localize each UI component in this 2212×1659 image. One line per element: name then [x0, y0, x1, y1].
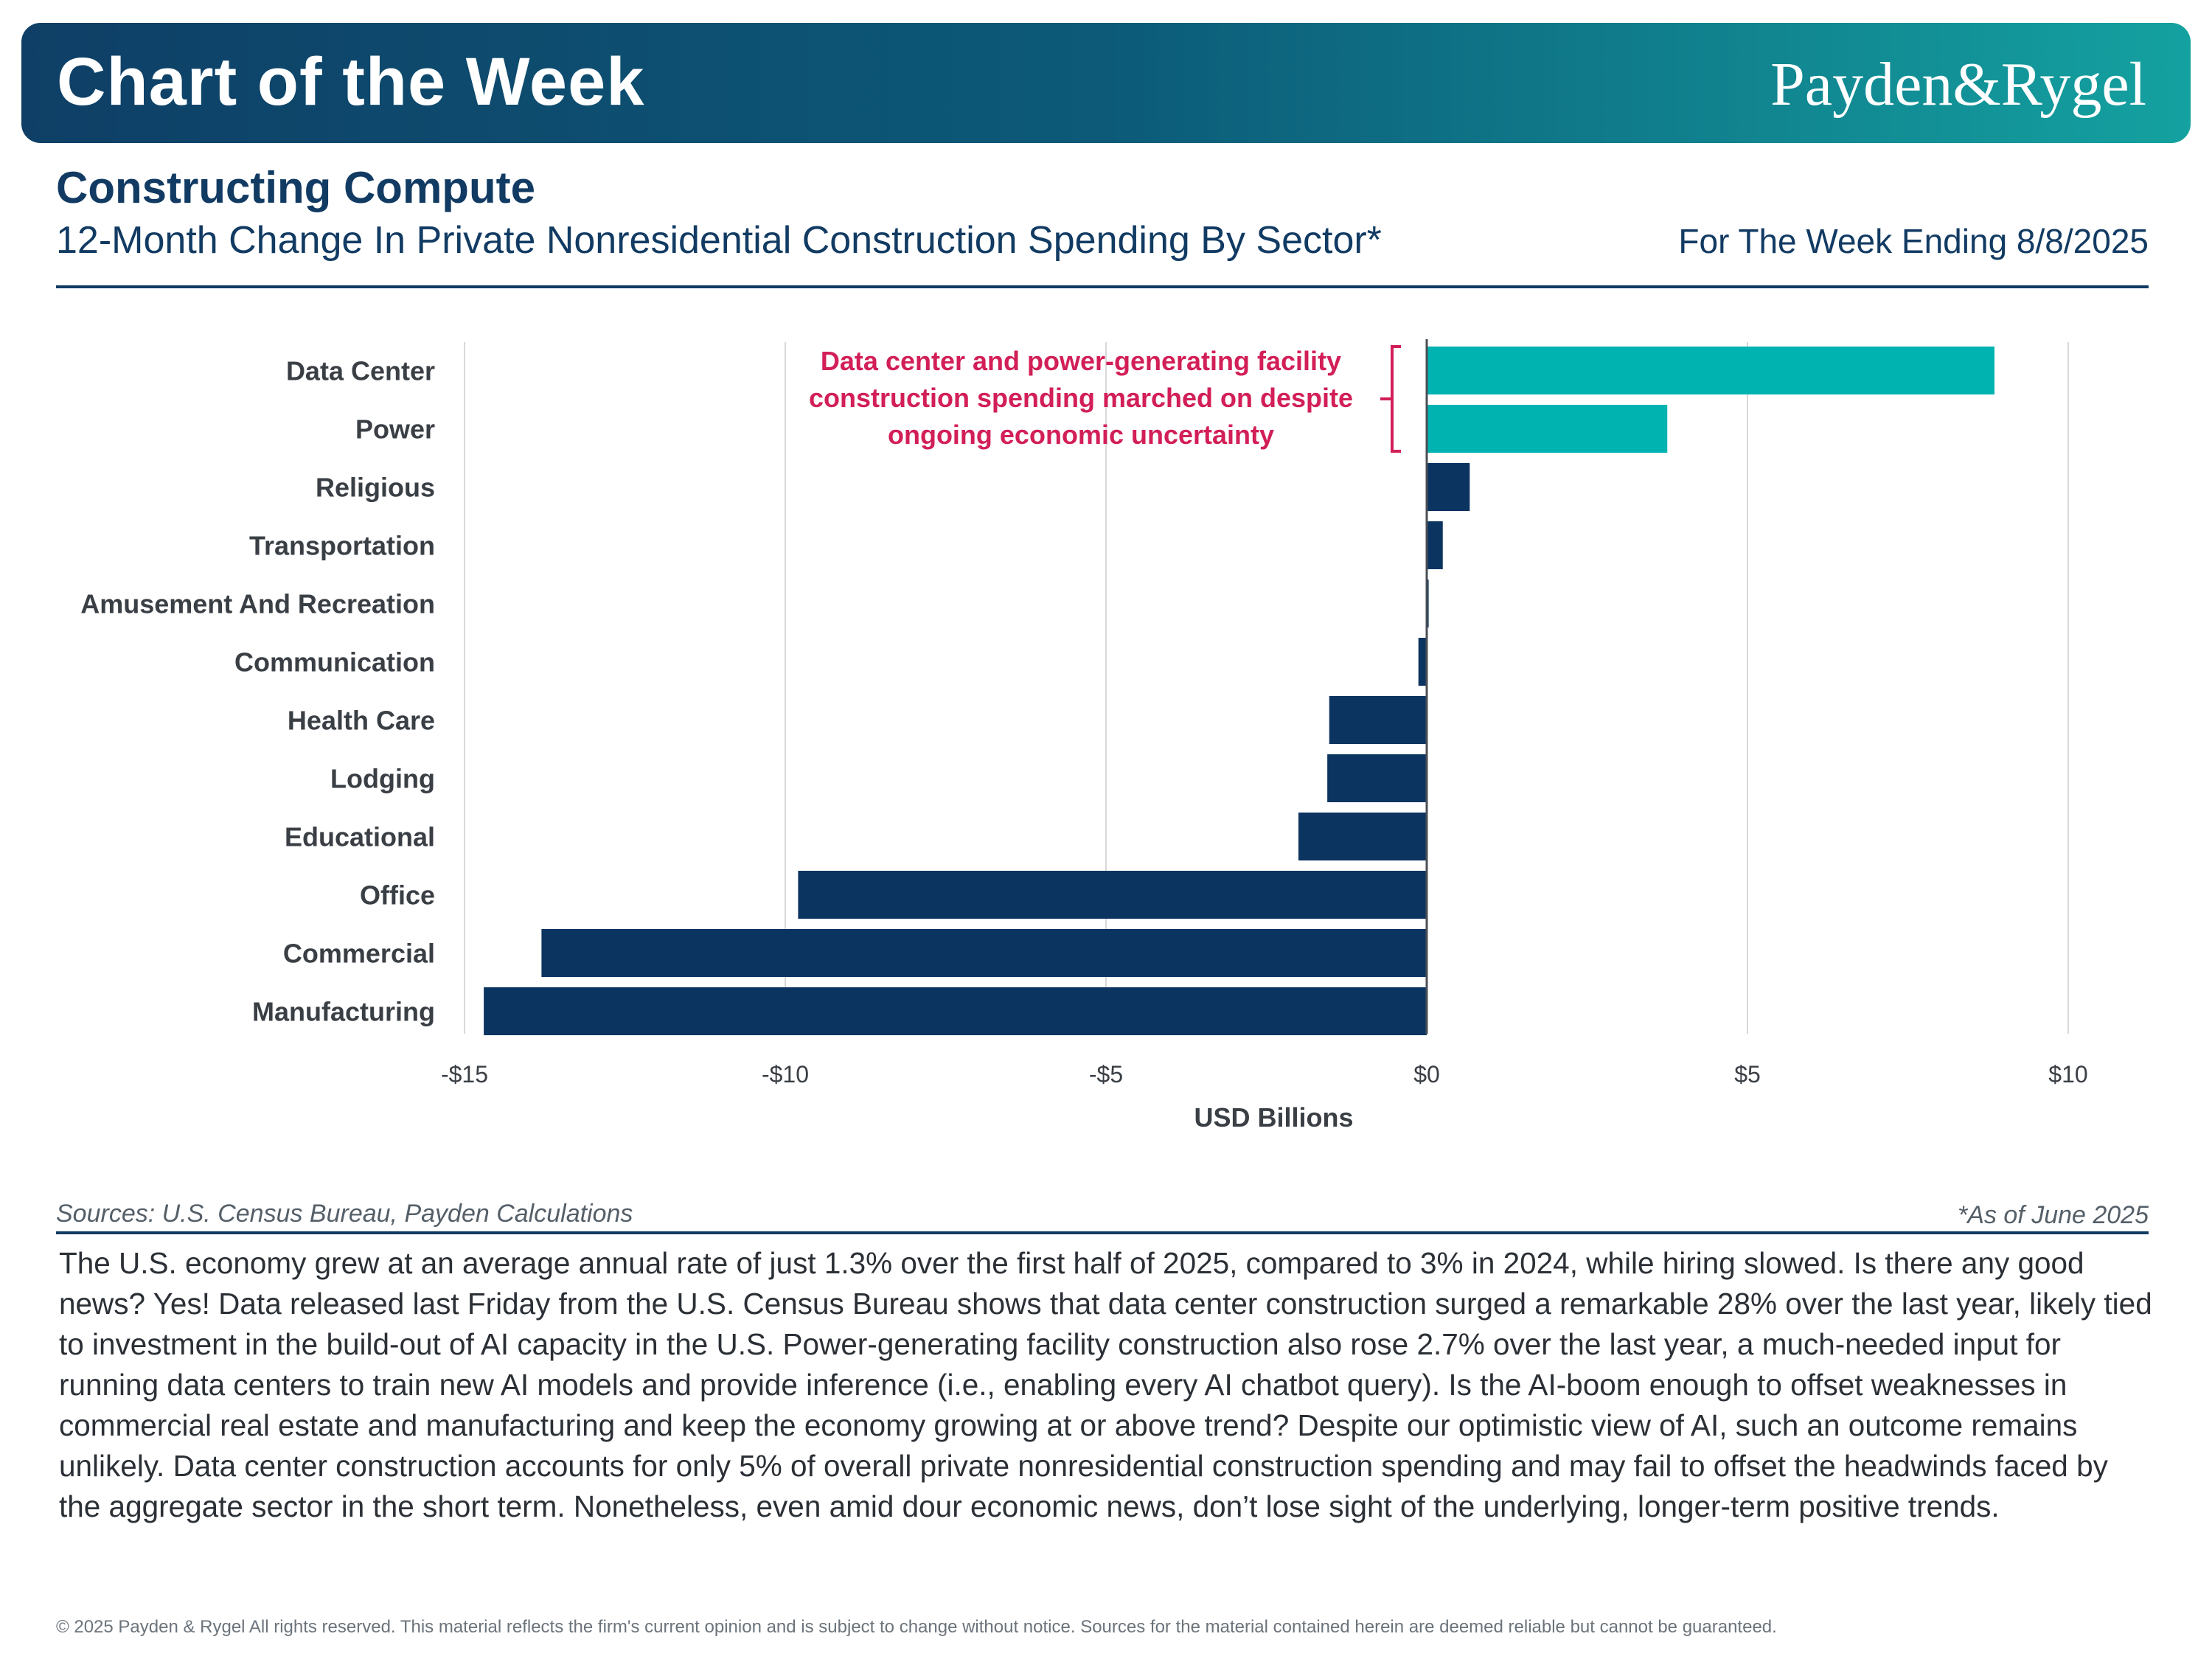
- x-tick-label: $10: [2048, 1061, 2087, 1088]
- category-label: Health Care: [288, 706, 435, 736]
- category-label: Educational: [285, 822, 435, 852]
- x-tick-label: $0: [1413, 1061, 1440, 1088]
- category-label: Manufacturing: [252, 997, 435, 1027]
- bar: [541, 929, 1427, 977]
- x-tick-label: -$5: [1089, 1061, 1123, 1088]
- copyright-footer: © 2025 Payden & Rygel All rights reserve…: [56, 1617, 1777, 1637]
- footer-divider: [56, 1231, 2149, 1234]
- x-axis-label: USD Billions: [1194, 1102, 1353, 1133]
- header-divider: [56, 285, 2149, 288]
- category-label: Communication: [234, 647, 435, 678]
- bar: [1298, 813, 1427, 860]
- bar: [1329, 696, 1427, 744]
- category-label: Religious: [316, 473, 435, 503]
- annotation-text: Data center and power-generating facilit…: [809, 346, 1353, 450]
- bar-chart: -$15 -$10 -$5 $0 $5 $10 USD Billions Data Cente…: [80, 339, 2088, 1133]
- annotation-bracket: [1380, 345, 1401, 453]
- category-label: Transportation: [249, 531, 435, 561]
- bar: [798, 871, 1427, 919]
- bar: [1418, 638, 1427, 686]
- headline: Constructing Compute: [56, 163, 535, 212]
- x-tick-label: -$15: [441, 1061, 488, 1088]
- x-tick-label: $5: [1734, 1061, 1761, 1088]
- category-label: Lodging: [330, 764, 435, 794]
- category-label: Amusement And Recreation: [80, 589, 435, 619]
- sources-note: Sources: U.S. Census Bureau, Payden Calc…: [56, 1200, 633, 1228]
- brand-logo: Payden&Rygel: [1770, 50, 2146, 119]
- bar: [1427, 347, 1994, 394]
- bar: [1427, 521, 1443, 569]
- bar: [1427, 463, 1470, 511]
- commentary-text: The U.S. economy grew at an average annu…: [59, 1246, 2152, 1523]
- chart-subtitle: 12-Month Change In Private Nonresidentia…: [56, 219, 1382, 262]
- banner-title: Chart of the Week: [57, 44, 645, 119]
- header-banner: Chart of the Week Payden&Rygel: [21, 23, 2191, 143]
- week-ending: For The Week Ending 8/8/2025: [1678, 222, 2149, 260]
- bar: [1327, 754, 1427, 802]
- category-label: Commercial: [283, 939, 435, 969]
- as-of-note: *As of June 2025: [1958, 1201, 2149, 1229]
- x-tick-label: -$10: [762, 1061, 809, 1088]
- bar: [484, 987, 1427, 1035]
- category-label: Power: [355, 414, 435, 445]
- category-label: Office: [360, 880, 435, 911]
- category-label: Data Center: [286, 356, 435, 386]
- bar: [1427, 405, 1668, 453]
